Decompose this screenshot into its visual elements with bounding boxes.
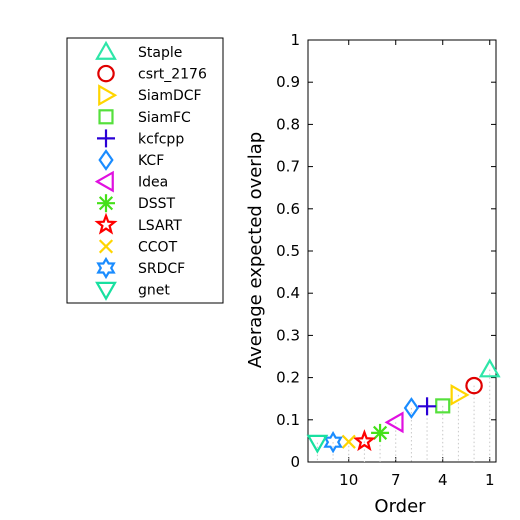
y-tick-label: 0.7: [276, 158, 300, 176]
legend-entry: SiamDCF: [138, 88, 202, 104]
legend-marker: [98, 239, 114, 254]
y-tick-label: 0: [290, 453, 300, 471]
legend-marker: [97, 64, 115, 83]
legend-entry: SRDCF: [138, 261, 185, 277]
legend-entry: KCF: [138, 153, 164, 169]
legend-entry: LSART: [138, 218, 182, 234]
legend-marker: [95, 281, 117, 301]
data-point: [418, 397, 437, 416]
y-tick-label: 1: [290, 31, 300, 49]
y-tick-label: 0.3: [276, 326, 300, 344]
legend-marker: [98, 149, 114, 171]
y-tick-label: 0.5: [276, 242, 300, 260]
legend-box: [66, 37, 224, 304]
data-point: [341, 434, 356, 449]
legend-entry: csrt_2176: [138, 67, 207, 83]
legend-entry: SiamFC: [138, 110, 191, 126]
data-point: [403, 397, 420, 419]
y-tick-label: 0.9: [276, 73, 300, 91]
data-point: [306, 434, 329, 454]
data-point: [435, 398, 451, 414]
legend-entry: CCOT: [138, 239, 178, 255]
legend-entry: kcfcpp: [138, 131, 184, 147]
data-point: [352, 429, 376, 452]
legend-marker: [98, 84, 118, 107]
legend-marker: [97, 194, 115, 213]
legend-entry: DSST: [138, 196, 176, 212]
legend-marker: [95, 40, 117, 60]
y-tick-label: 0.1: [276, 411, 300, 429]
data-point: [371, 423, 390, 442]
data-point: [465, 376, 483, 395]
legend-marker: [98, 109, 114, 125]
plot-frame: [307, 39, 497, 463]
x-tick-label: 7: [391, 471, 401, 489]
y-tick-label: 0.2: [276, 369, 300, 387]
x-tick-label: 10: [339, 471, 358, 489]
x-tick-label: 1: [485, 471, 495, 489]
data-point: [450, 384, 470, 406]
legend-entry: gnet: [138, 283, 170, 299]
y-tick-label: 0.8: [276, 115, 300, 133]
data-point: [384, 411, 404, 434]
legend-marker: [96, 256, 116, 280]
x-tick-label: 4: [438, 471, 448, 489]
legend-marker: [97, 129, 115, 148]
y-axis-label: Average expected overlap: [245, 132, 266, 368]
x-axis-label: Order: [374, 496, 426, 517]
legend-marker: [94, 212, 118, 235]
legend-marker: [94, 170, 114, 193]
data-point: [478, 358, 501, 378]
legend-entry: Idea: [138, 175, 168, 191]
plot-area: 0 0.1 0.2 0.3 0.4 0.5 0.6 0.7 0.8 0.9 1 10 7 4 1: [276, 31, 501, 489]
legend: Staple csrt_2176 SiamDCF SiamFC kcfcpp KCF Ide…: [66, 37, 224, 304]
legend-entry: Staple: [138, 45, 182, 61]
y-tick-label: 0.6: [276, 200, 300, 218]
y-tick-label: 0.4: [276, 284, 300, 302]
